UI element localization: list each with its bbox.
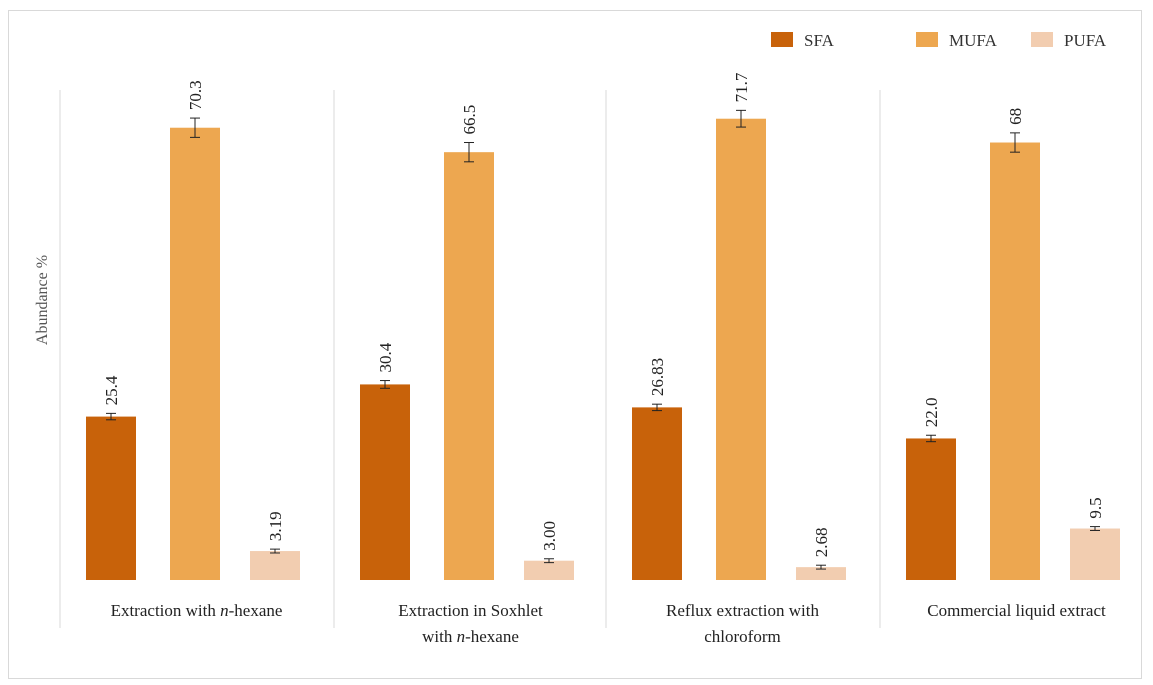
bar-pufa [524,560,574,580]
bar-pufa [796,567,846,580]
data-label: 3.19 [266,511,285,541]
legend-label-pufa: PUFA [1064,31,1107,50]
category-label: Reflux extraction with [666,601,819,620]
category-label: Extraction with n-hexane [111,601,283,620]
data-label: 2.68 [812,527,831,557]
bar-pufa [1070,528,1120,580]
data-label: 71.7 [732,72,751,102]
data-label: 22.0 [922,397,941,427]
bar-mufa [170,127,220,581]
legend-label-mufa: MUFA [949,31,998,50]
bar-sfa [632,407,682,580]
bar-sfa [906,438,956,580]
bar-mufa [990,142,1040,580]
bar-sfa [86,416,136,580]
category-label: Commercial liquid extract [927,601,1106,620]
legend-swatch-pufa [1031,32,1053,47]
bar-pufa [250,551,300,580]
category-label: Extraction in Soxhlet [398,601,543,620]
legend-swatch-mufa [916,32,938,47]
legend-label-sfa: SFA [804,31,835,50]
data-label: 68 [1006,108,1025,125]
category-label: chloroform [704,627,780,646]
chart-frame [8,10,1142,679]
data-label: 9.5 [1086,497,1105,518]
data-label: 70.3 [186,80,205,110]
category-label: with n-hexane [422,627,519,646]
legend-swatch-sfa [771,32,793,47]
y-axis-label: Abundance % [34,255,51,345]
data-label: 3.00 [540,521,559,551]
data-label: 66.5 [460,105,479,135]
bar-mufa [444,152,494,580]
data-label: 26.83 [648,358,667,396]
bar-sfa [360,384,410,580]
data-label: 30.4 [376,342,395,372]
bar-mufa [716,118,766,580]
data-label: 25.4 [102,375,121,405]
